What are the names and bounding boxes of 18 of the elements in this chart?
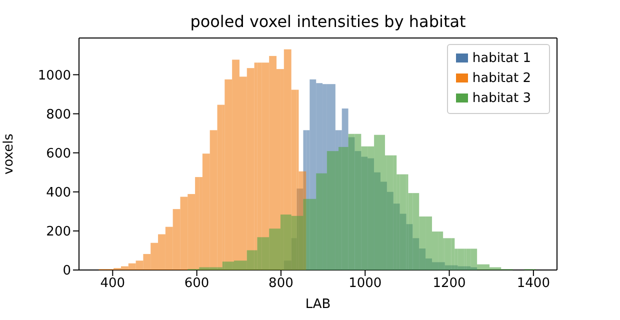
y-tick-label: 400 (46, 186, 71, 200)
x-tick-label: 600 (184, 276, 210, 292)
x-axis-title: LAB (305, 297, 331, 312)
legend-label: habitat 3 (472, 91, 531, 106)
legend-label: habitat 2 (472, 71, 531, 86)
y-tick-label: 0 (62, 264, 71, 279)
x-tick-label: 1000 (348, 276, 382, 292)
y-tick-label: 800 (46, 107, 71, 122)
y-tick-label: 200 (46, 224, 71, 240)
y-tick-label: 1000 (38, 68, 71, 84)
x-tick-label: 1400 (516, 276, 550, 292)
legend-label: habitat 1 (472, 51, 531, 66)
chart-title: pooled voxel intensities by habitat (189, 12, 467, 31)
x-tick-label: 800 (268, 276, 294, 292)
y-axis-title: voxels (2, 133, 17, 174)
x-tick-label: 400 (100, 276, 126, 292)
y-tick-label: 600 (46, 146, 71, 162)
x-tick-label: 1200 (432, 276, 466, 292)
